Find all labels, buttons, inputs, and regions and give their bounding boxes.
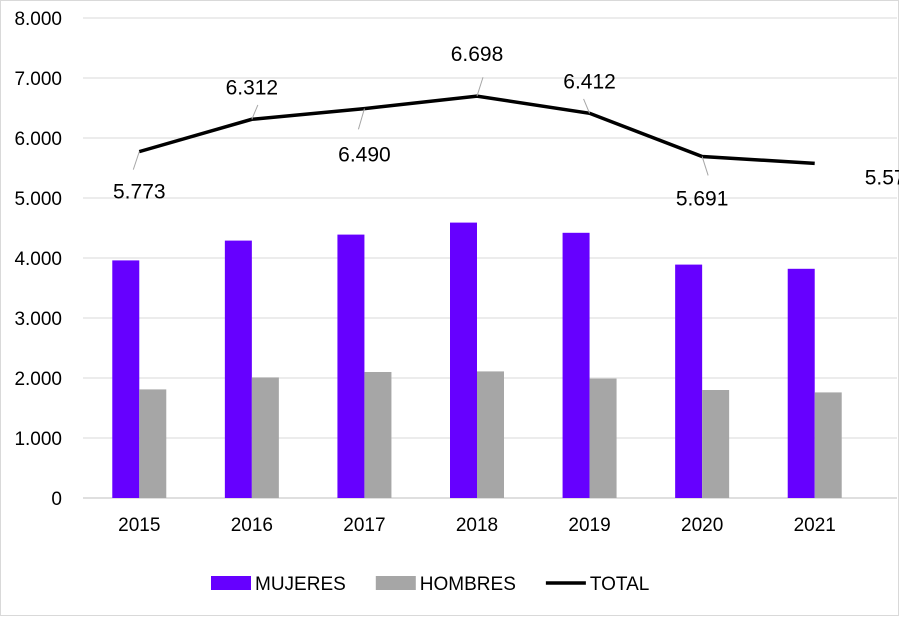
y-tick-label: 3.000 [14,309,62,330]
x-tick-label: 2021 [794,515,836,536]
bar-mujeres [450,222,477,498]
y-tick-label: 0 [51,489,62,510]
y-tick-label: 2.000 [14,369,62,390]
data-label-leader [357,108,365,130]
y-tick-label: 8.000 [14,9,62,30]
legend-swatch-hombres [375,576,416,590]
data-label-total: 6.312 [226,76,279,99]
y-tick-label: 7.000 [14,69,62,90]
y-tick-label: 4.000 [14,249,62,270]
y-tick-label: 5.000 [14,189,62,210]
data-label-total: 5.691 [676,188,729,211]
data-label-total: 6.412 [563,70,616,93]
data-label-leader [583,98,591,114]
line-total [138,94,815,166]
bar-mujeres [562,232,590,499]
bar-hombres [702,390,730,498]
legend-label: HOMBRES [420,574,516,595]
data-label-leader [701,156,709,176]
y-tick-label: 6.000 [14,129,62,150]
x-tick-label: 2017 [343,515,385,536]
legend-label: TOTAL [590,574,649,595]
data-label-total: 5.577 [865,166,899,189]
bar-hombres [814,392,842,498]
x-tick-label: 2015 [118,515,160,536]
bar-mujeres [224,240,252,498]
legend-swatch-mujeres [211,576,251,590]
bar-mujeres [337,234,365,498]
y-tick-label: 1.000 [14,429,62,450]
legend-label: MUJERES [255,574,346,595]
x-tick-label: 2016 [231,515,273,536]
x-tick-label: 2020 [681,515,723,536]
x-tick-label: 2019 [568,515,610,536]
data-label-total: 6.698 [451,43,504,66]
data-label-leader [476,77,484,97]
data-label-total: 6.490 [338,144,391,167]
bar-mujeres [112,260,140,498]
bar-mujeres [675,264,703,498]
bar-hombres [589,378,617,498]
bar-hombres [477,371,504,498]
data-label-total: 5.773 [113,181,166,204]
data-label-leader [132,151,140,170]
bar-mujeres [787,268,815,498]
bar-hombres [364,372,392,498]
x-tick-label: 2018 [456,515,498,536]
data-label-leader [251,104,259,120]
bar-hombres [251,377,279,498]
bar-hombres [139,389,167,498]
